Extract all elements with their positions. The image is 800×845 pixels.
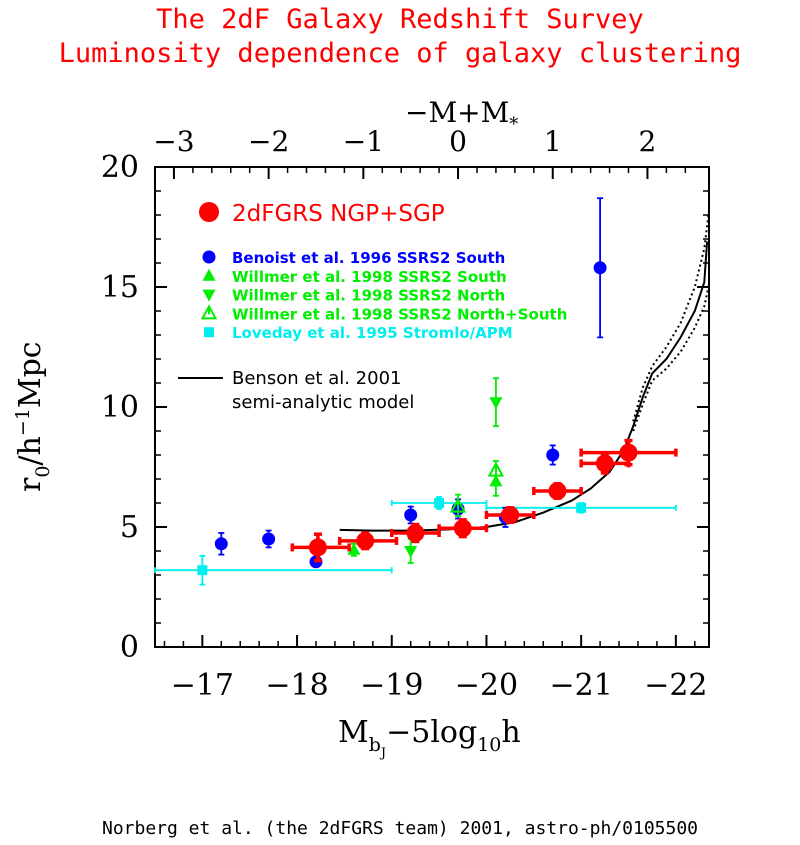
data-point — [593, 261, 607, 275]
data-point — [347, 542, 361, 555]
credit-line: Norberg et al. (the 2dFGRS team) 2001, a… — [101, 818, 699, 839]
tri-outline — [487, 461, 505, 477]
y-tick-label: 0 — [120, 630, 139, 665]
data-point — [489, 397, 503, 410]
data-point — [197, 565, 208, 576]
y-tick-label: 20 — [101, 150, 139, 185]
data-point — [262, 532, 276, 546]
data-point — [449, 497, 467, 513]
data-point — [308, 538, 327, 557]
legend-marker-2dfgrs — [199, 202, 219, 222]
data-marks — [154, 197, 678, 586]
data-point — [453, 519, 472, 538]
data-point — [548, 482, 567, 500]
y-tick-label: 15 — [101, 270, 139, 305]
legend-label: Willmer et al. 1998 SSRS2 North+South — [232, 305, 567, 323]
x-axis-label: MbJ−5log10h — [338, 715, 521, 761]
x-tick-label: −20 — [455, 668, 518, 703]
tri-outline — [449, 497, 467, 513]
y-tick-label: 5 — [120, 510, 139, 545]
legend-label-2dfgrs: 2dFGRS NGP+SGP — [232, 201, 445, 227]
legend-label: Willmer et al. 1998 SSRS2 North — [232, 287, 505, 305]
data-point — [546, 448, 560, 462]
tri-outline — [200, 304, 218, 320]
x-tick-label: −18 — [265, 668, 328, 703]
legend-label: Benoist et al. 1996 SSRS2 South — [232, 249, 505, 267]
top-tick-label: 2 — [639, 125, 657, 158]
model-upper-dotted — [632, 210, 710, 422]
top-tick-label: 0 — [449, 125, 467, 158]
top-tick-label: −2 — [248, 125, 289, 158]
data-point — [619, 443, 638, 462]
data-point — [501, 506, 520, 524]
top-tick-label: −3 — [153, 125, 194, 158]
legend-label: Loveday et al. 1995 Stromlo/APM — [232, 324, 513, 342]
top-axis-label: −M+M* — [405, 96, 518, 135]
x-tick-label: −17 — [171, 668, 234, 703]
legend-model-label-2: semi-analytic model — [232, 392, 414, 413]
chart-title-line-2: Luminosity dependence of galaxy clusteri… — [58, 38, 742, 69]
axis-ticks — [154, 166, 709, 648]
legend-label: Willmer et al. 1998 SSRS2 South — [232, 268, 507, 286]
legend-marker — [200, 304, 218, 320]
y-tick-label: 10 — [101, 390, 139, 425]
data-point — [404, 508, 418, 522]
data-point — [487, 461, 505, 477]
legend-model-label-1: Benson et al. 2001 — [232, 368, 402, 389]
y-axis-label: r0/h−1Mpc — [12, 341, 54, 492]
top-tick-label: 1 — [544, 125, 562, 158]
data-point — [595, 454, 614, 473]
legend-marker — [202, 268, 216, 281]
data-point — [434, 498, 445, 508]
x-tick-label: −21 — [549, 668, 612, 703]
data-point — [404, 546, 418, 558]
data-point — [406, 524, 425, 542]
data-point — [214, 537, 228, 551]
model-lower-dotted — [632, 284, 710, 432]
x-tick-label: −19 — [360, 668, 423, 703]
legend-marker — [204, 327, 214, 338]
legend-marker — [202, 250, 216, 264]
x-tick-label: −22 — [644, 668, 707, 703]
data-point — [356, 531, 375, 550]
data-point — [576, 502, 587, 513]
legend: 2dFGRS NGP+SGP Benoist et al. 1996 SSRS2… — [178, 201, 567, 413]
legend-marker — [202, 289, 216, 302]
top-tick-label: −1 — [343, 125, 384, 158]
chart-title-line-1: The 2dF Galaxy Redshift Survey — [156, 4, 644, 35]
